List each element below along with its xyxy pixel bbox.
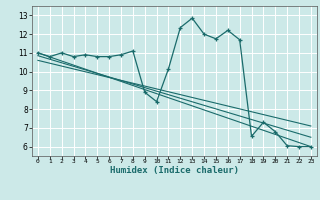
X-axis label: Humidex (Indice chaleur): Humidex (Indice chaleur) — [110, 166, 239, 175]
